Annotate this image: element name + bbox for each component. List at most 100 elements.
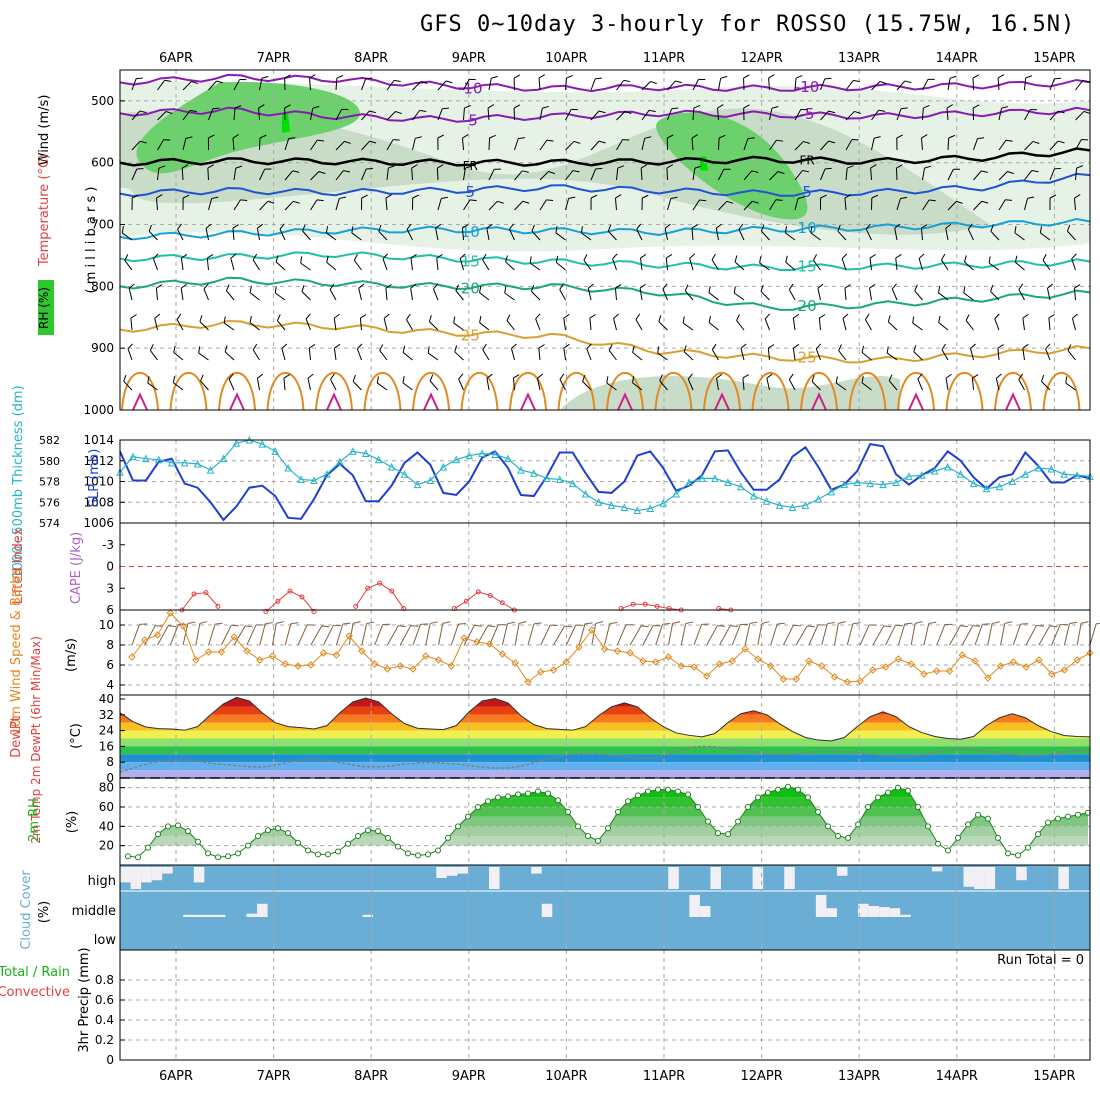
slp-tick-label: 1012 — [83, 454, 114, 468]
wind-speed-marker — [792, 675, 800, 683]
wind-barb — [1048, 314, 1055, 331]
surface-wind-barb-staff — [169, 624, 179, 646]
wind-speed-marker — [511, 659, 519, 667]
wind-barb-flag — [494, 168, 501, 170]
thickness-marker — [659, 499, 668, 507]
wind-barb-flag — [200, 374, 204, 382]
wind-barb-flag — [223, 316, 226, 324]
wind-barb-staff — [998, 171, 1008, 181]
wind-barb — [206, 254, 214, 271]
wind-barb — [223, 316, 235, 331]
wind-barb — [998, 106, 1009, 121]
surface-wind-barb-staff — [872, 625, 885, 646]
wind-barb — [632, 345, 643, 361]
wind-barb — [743, 170, 759, 181]
surface-wind-barb-staff — [680, 623, 687, 646]
wind-barb — [784, 226, 796, 241]
wind-barb-flag — [469, 78, 476, 81]
wind-barb-staff — [947, 169, 954, 181]
thickness-marker — [918, 471, 926, 479]
wind-barb-staff — [667, 80, 676, 91]
wind-speed-marker — [907, 660, 915, 668]
wind-barb-flag — [972, 374, 979, 379]
wind-barb-flag — [158, 165, 166, 169]
rh-band — [128, 836, 1088, 846]
wind-barb — [920, 224, 928, 241]
isotherm-30-loop — [315, 371, 353, 411]
wind-barb-flag — [361, 194, 368, 199]
surface-wind-barb-flag — [1049, 625, 1058, 628]
wind-barb — [1049, 167, 1062, 181]
li-tick-label: -3 — [102, 538, 114, 552]
wind-barb — [768, 74, 775, 91]
wind-barb-staff — [252, 349, 260, 361]
wind-barb-flag — [412, 194, 419, 199]
wind-barb-staff — [820, 78, 826, 91]
surface-wind-barb-staff — [540, 624, 551, 646]
wind-barb-staff — [200, 380, 209, 391]
surface-wind-barb-flag — [1096, 622, 1100, 625]
rh-marker — [495, 794, 501, 801]
wind-barb — [563, 343, 570, 361]
wind-barb — [1073, 194, 1081, 211]
wind-barb-staff — [921, 137, 923, 151]
wind-barb-flag — [953, 168, 961, 170]
wind-barb — [845, 79, 860, 91]
wind-barb-flag — [613, 313, 620, 319]
wind-barb-flag — [615, 284, 622, 289]
li-marker — [666, 606, 672, 612]
wind-barb-staff — [155, 198, 158, 211]
rh-marker — [625, 798, 631, 805]
wind-barb-staff — [683, 351, 694, 361]
wind-barb-flag — [768, 74, 775, 79]
wind-barb — [590, 194, 598, 211]
wind-barb-staff — [488, 78, 492, 91]
wind-barb-staff — [865, 228, 872, 241]
cloud-bar-middle — [362, 914, 374, 917]
wind-barb-staff — [896, 80, 906, 91]
surface-wind-barb — [834, 621, 846, 646]
wind-barb — [616, 165, 625, 181]
isotherm-35-loop — [229, 392, 245, 411]
li-tick-label: 0 — [106, 560, 114, 574]
surface-wind-barb-staff — [1025, 625, 1037, 646]
wind-barb — [514, 137, 525, 151]
rh-marker — [755, 794, 761, 801]
wind-barb — [1024, 109, 1038, 121]
temp-band — [120, 697, 1090, 699]
wind-barb — [973, 200, 989, 211]
wind-barb-staff — [259, 78, 263, 91]
wind-barb — [463, 165, 472, 181]
wind-barb-staff — [310, 108, 314, 121]
wind-tick-label: 4 — [106, 678, 114, 692]
surface-wind-barb-staff — [565, 624, 577, 646]
wind-barb — [692, 165, 702, 181]
wind-barb — [667, 80, 683, 91]
surface-wind-barb-staff — [425, 623, 431, 646]
wind-barb-staff — [131, 168, 138, 181]
surface-wind-barb-staff — [897, 623, 906, 646]
wind-barb-flag — [1007, 171, 1014, 175]
wind-barb-staff — [436, 167, 439, 181]
wind-barb-staff — [208, 80, 217, 91]
isotherm-30-loop — [1042, 371, 1081, 411]
wind-barb-flag — [723, 168, 731, 170]
wind-barb — [565, 140, 581, 151]
thickness-marker — [1060, 470, 1068, 478]
wind-barb — [555, 255, 566, 271]
slp-tick-label: 1010 — [83, 475, 114, 489]
wind-barb — [249, 285, 260, 301]
wind-barb-flag — [891, 283, 897, 290]
wind-barb — [410, 253, 417, 271]
wind-barb-staff — [406, 319, 413, 331]
wind-barb-flag — [427, 346, 430, 354]
wind-barb-staff — [606, 382, 617, 391]
wind-barb-flag — [802, 170, 810, 173]
wind-barb-staff — [1049, 140, 1059, 151]
surface-wind-barb-flag — [992, 621, 1000, 624]
wind-barb-staff — [964, 261, 974, 271]
wind-barb-staff — [894, 228, 898, 241]
surface-wind-barb — [655, 622, 671, 646]
wind-barb — [1018, 373, 1025, 391]
wind-barb-staff — [582, 381, 592, 391]
